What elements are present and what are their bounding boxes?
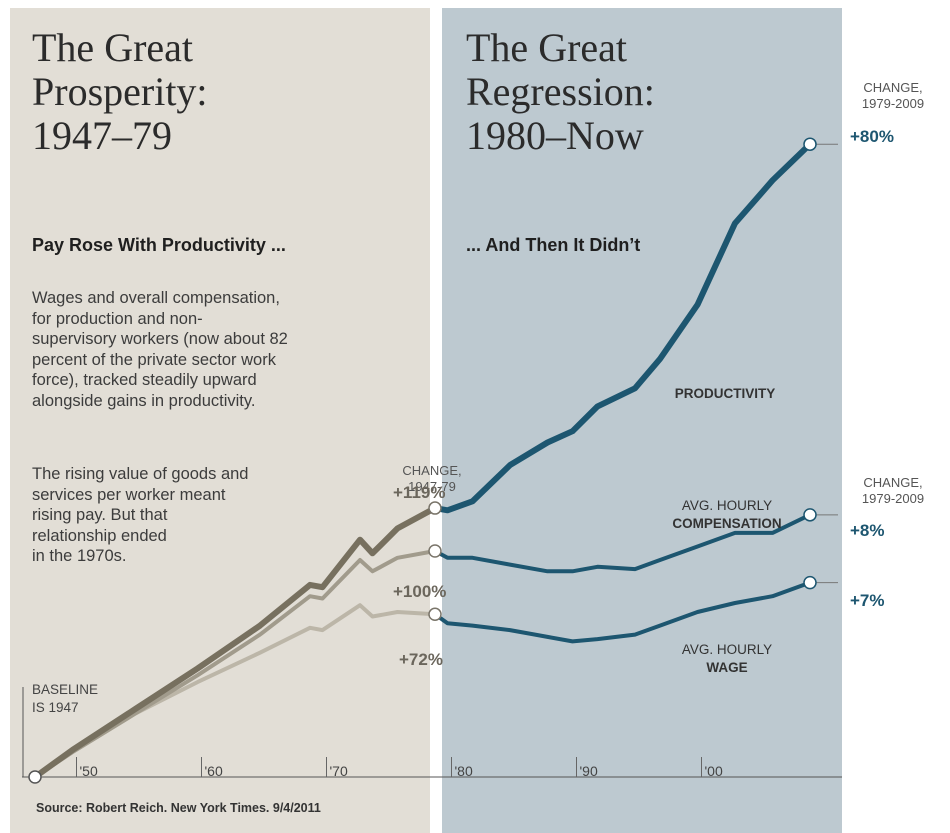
prosperity-subhead: Pay Rose With Productivity ... — [32, 235, 286, 255]
compensation-marker-1979 — [428, 544, 442, 558]
productivity-line-1947-79 — [32, 505, 438, 780]
compensation-line-1979-2009 — [433, 512, 812, 574]
prosperity-title: The Great Prosperity: 1947–79 — [32, 25, 208, 158]
pct-productivity-1947-79: +119% — [393, 483, 446, 502]
x-tick-label: '80 — [454, 763, 473, 779]
x-tick-label: '50 — [79, 763, 98, 779]
productivity-marker-2009 — [803, 137, 817, 151]
productivity-marker-1979 — [428, 501, 442, 515]
pct-productivity-1979-2009: +80% — [850, 127, 894, 146]
source-note: Source: Robert Reich. New York Times. 9/… — [36, 801, 321, 815]
pct-wage-1979-2009: +7% — [850, 591, 885, 610]
body-paragraph-2: The rising value of goods and services pe… — [32, 465, 249, 565]
compensation-marker-2009 — [803, 508, 817, 522]
compensation-line-1947-79 — [33, 549, 437, 779]
productivity-line-1979-2009 — [432, 141, 813, 514]
pct-wage-1947-79: +72% — [399, 650, 443, 669]
change-1979-2009-label-top: CHANGE, 1979-2009 — [861, 80, 925, 111]
wage-marker-1979 — [428, 607, 442, 622]
wage-marker-2009 — [803, 575, 817, 590]
origin-marker — [28, 770, 42, 784]
change-1947-79-label: CHANGE, 1947-79 — [402, 463, 462, 494]
baseline-label: BASELINE IS 1947 — [32, 682, 99, 715]
compensation-label: AVG. HOURLY COMPENSATION — [672, 498, 782, 531]
regression-subhead: ... And Then It Didn’t — [466, 235, 641, 255]
wage-label: AVG. HOURLY WAGE — [681, 642, 773, 675]
body-paragraph-1: Wages and overall compensation, for produ… — [32, 289, 288, 410]
productivity-label: PRODUCTIVITY — [674, 386, 776, 401]
pct-compensation-1979-2009: +8% — [850, 521, 885, 540]
x-tick-label: '60 — [204, 763, 223, 779]
prosperity-panel-background — [10, 8, 430, 833]
regression-panel-background — [442, 8, 842, 833]
change-1979-2009-label-mid: CHANGE, 1979-2009 — [861, 475, 925, 506]
pct-compensation-1947-79: +100% — [393, 582, 447, 601]
x-tick-label: '00 — [704, 763, 723, 779]
regression-title: The Great Regression: 1980–Now — [466, 25, 655, 158]
wage-line-1979-2009 — [433, 580, 812, 644]
x-tick-label: '70 — [329, 763, 348, 779]
x-tick-label: '90 — [579, 763, 598, 779]
